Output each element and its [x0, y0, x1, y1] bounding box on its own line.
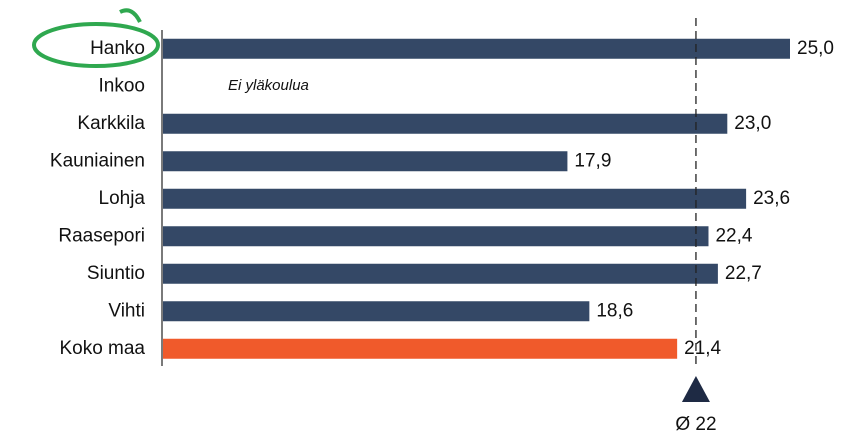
- bar: [163, 113, 728, 134]
- bar: [163, 151, 568, 172]
- bar: [163, 226, 709, 247]
- value-label: 23,0: [734, 113, 771, 134]
- highlight-circle: [32, 22, 160, 68]
- category-label: Karkkila: [77, 113, 145, 134]
- value-label: 25,0: [797, 38, 834, 59]
- bar: [163, 263, 718, 284]
- category-label: Siuntio: [87, 263, 145, 284]
- reference-marker: [681, 376, 710, 402]
- category-label: Lohja: [99, 188, 146, 209]
- value-label: 18,6: [596, 300, 633, 321]
- bar: [163, 38, 790, 59]
- value-label: 23,6: [753, 188, 790, 209]
- value-label: 22,7: [725, 263, 762, 284]
- category-label: Inkoo: [99, 75, 145, 96]
- bar: [163, 301, 590, 322]
- bar: [163, 338, 678, 359]
- value-label: 21,4: [684, 338, 721, 359]
- category-label: Raasepori: [58, 225, 145, 246]
- category-label: Kauniainen: [50, 150, 145, 171]
- category-label: Vihti: [108, 300, 145, 321]
- category-label: Koko maa: [59, 338, 145, 359]
- category-label: Hanko: [90, 38, 145, 59]
- highlight-stroke: [119, 8, 142, 23]
- annotation: Ei yläkoulua: [228, 77, 309, 94]
- reference-label: Ø 22: [675, 414, 716, 435]
- value-label: 22,4: [715, 225, 752, 246]
- value-label: 17,9: [574, 150, 611, 171]
- bar: [163, 188, 747, 209]
